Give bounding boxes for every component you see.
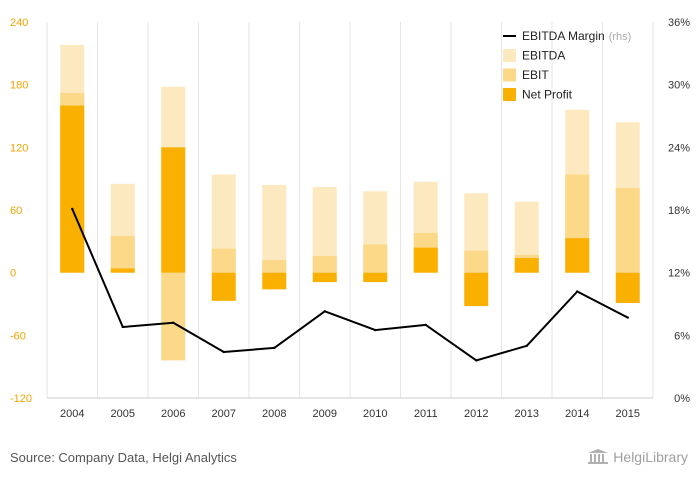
ebitda-margin-point bbox=[172, 321, 175, 324]
legend-label-ebitda: EBITDA bbox=[522, 49, 565, 63]
axis-layer: -120 -60 0 60 120 180 240 0% 6% 12% 18% 24% 30% 36% 20… bbox=[10, 17, 690, 420]
x-axis-tick-label: 2010 bbox=[363, 408, 387, 420]
net-profit-bar bbox=[60, 105, 85, 273]
legend-label-net-profit: Net Profit bbox=[522, 88, 573, 102]
legend: EBITDA Margin (rhs) EBITDA EBIT Net Profit bbox=[503, 29, 631, 102]
ebitda-bar bbox=[262, 184, 287, 273]
left-axis-tick-label: -60 bbox=[10, 330, 26, 342]
x-axis-tick-label: 2011 bbox=[414, 408, 438, 420]
ebitda-margin-point bbox=[525, 344, 528, 347]
ebitda-margin-point bbox=[374, 328, 377, 332]
ebitda-margin-point bbox=[273, 346, 276, 350]
ebitda-margin-point bbox=[323, 310, 326, 313]
x-axis-tick-label: 2009 bbox=[313, 408, 337, 420]
right-axis-tick-label: 18% bbox=[668, 205, 690, 217]
ebitda-margin-point bbox=[121, 325, 124, 329]
ebitda-margin-line bbox=[71, 208, 629, 362]
grid-layer bbox=[46, 22, 654, 399]
net-profit-bar bbox=[161, 147, 186, 273]
logo-text: HelgiLibrary bbox=[613, 449, 688, 465]
ebitda-margin-point bbox=[475, 359, 478, 362]
ebitda-margin-point bbox=[424, 323, 427, 327]
ebitda-margin-point bbox=[626, 316, 629, 319]
ebit-bar bbox=[161, 272, 186, 361]
x-axis-tick-label: 2007 bbox=[212, 408, 236, 420]
net-profit-bar bbox=[615, 272, 640, 303]
ebitda-margin-point bbox=[222, 350, 225, 354]
ebitda-margin-point bbox=[71, 207, 74, 211]
ebit-bar bbox=[110, 236, 135, 273]
legend-swatch-net-profit bbox=[503, 88, 516, 101]
ebit-bar bbox=[262, 260, 287, 273]
legend-swatch-ebit bbox=[503, 68, 516, 82]
x-axis-tick-label: 2013 bbox=[515, 408, 539, 420]
x-axis-tick-label: 2015 bbox=[616, 408, 640, 420]
bar-layer bbox=[60, 44, 640, 361]
net-profit-bar bbox=[312, 272, 337, 283]
left-axis-tick-label: 60 bbox=[10, 205, 22, 217]
ebit-bar bbox=[464, 250, 489, 273]
ebit-bar bbox=[211, 248, 236, 273]
x-axis-tick-label: 2004 bbox=[60, 408, 84, 420]
left-axis-tick-label: 240 bbox=[10, 17, 28, 29]
net-profit-bar bbox=[211, 272, 236, 301]
right-axis-tick-label: 12% bbox=[668, 268, 690, 280]
library-icon bbox=[588, 449, 609, 464]
right-axis-tick-label: 0% bbox=[674, 393, 690, 405]
left-axis-tick-label: -120 bbox=[10, 393, 32, 405]
legend-note-rhs: (rhs) bbox=[609, 31, 632, 43]
x-axis-tick-label: 2006 bbox=[161, 408, 185, 420]
source-note: Source: Company Data, Helgi Analytics bbox=[10, 450, 237, 465]
net-profit-bar bbox=[514, 258, 539, 273]
left-axis-tick-label: 180 bbox=[10, 80, 28, 92]
left-axis-tick-label: 0 bbox=[10, 268, 16, 280]
legend-swatch-ebitda bbox=[503, 49, 516, 62]
x-axis-tick-label: 2012 bbox=[464, 408, 488, 420]
left-axis-tick-label: 120 bbox=[10, 142, 28, 154]
net-profit-bar bbox=[464, 272, 489, 307]
net-profit-bar bbox=[413, 247, 438, 273]
ebit-bar bbox=[615, 188, 640, 273]
net-profit-bar bbox=[110, 268, 135, 273]
right-axis-tick-label: 36% bbox=[668, 17, 690, 29]
legend-label-ebit: EBIT bbox=[522, 68, 549, 82]
margin-line-layer bbox=[71, 207, 629, 362]
right-axis-tick-label: 30% bbox=[668, 80, 690, 92]
net-profit-bar bbox=[363, 272, 388, 283]
helgi-library-logo: HelgiLibrary bbox=[587, 449, 688, 465]
right-axis-tick-label: 24% bbox=[668, 142, 690, 154]
net-profit-bar bbox=[262, 272, 287, 290]
ebit-bar bbox=[363, 244, 388, 273]
x-axis-tick-label: 2008 bbox=[262, 408, 286, 420]
x-axis-tick-label: 2005 bbox=[111, 408, 135, 420]
net-profit-bar bbox=[565, 238, 590, 273]
ebitda-margin-point bbox=[576, 290, 579, 293]
x-axis-tick-label: 2014 bbox=[565, 408, 589, 420]
legend-label-ebitda-margin: EBITDA Margin (rhs) bbox=[522, 29, 631, 43]
ebit-bar bbox=[312, 255, 337, 273]
right-axis-tick-label: 6% bbox=[674, 330, 690, 342]
